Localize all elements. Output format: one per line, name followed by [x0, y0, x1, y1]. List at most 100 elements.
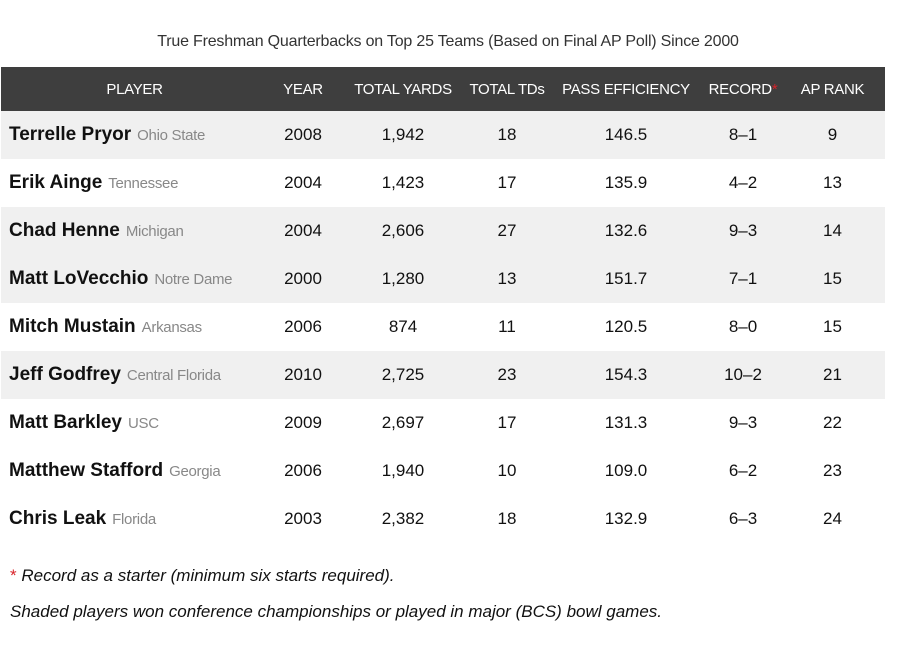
- footnote-asterisk: *: [10, 566, 17, 585]
- table-title: True Freshman Quarterbacks on Top 25 Tea…: [157, 33, 739, 50]
- column-header-total-yards: TOTAL YARDS: [354, 80, 452, 98]
- column-header-total-tds: TOTAL TDs: [469, 80, 545, 98]
- pass-efficiency-cell: 154.3: [604, 365, 648, 384]
- total-tds-cell: 17: [497, 413, 517, 432]
- total-yards-cell: 2,606: [381, 221, 425, 240]
- total-yards-cell: 2,382: [381, 509, 425, 528]
- total-yards-cell: 1,423: [381, 173, 425, 192]
- pass-efficiency-cell: 146.5: [604, 125, 648, 144]
- column-header-player: PLAYER: [106, 80, 163, 98]
- player-cell: Chris Leak Florida: [1, 495, 268, 543]
- ap-rank-cell: 22: [823, 413, 842, 432]
- player-team: Ohio State: [137, 127, 206, 144]
- record-cell: 8–0: [728, 317, 758, 336]
- player-team: USC: [128, 415, 159, 432]
- player-team: Tennessee: [108, 175, 179, 192]
- pass-efficiency-cell: 132.6: [604, 221, 648, 240]
- player-cell: Matt Barkley USC: [1, 399, 268, 447]
- player-name: Mitch Mustain: [9, 316, 136, 337]
- year-cell: 2000: [284, 269, 322, 288]
- ap-rank-cell: 14: [823, 221, 842, 240]
- table-row: Mitch Mustain Arkansas 2006 874 11 120.5 …: [1, 303, 885, 351]
- record-cell: 9–3: [728, 413, 758, 432]
- record-cell: 9–3: [728, 221, 758, 240]
- player-name: Jeff Godfrey: [9, 364, 121, 385]
- table-row: Chris Leak Florida 2003 2,382 18 132.9 6–…: [1, 495, 885, 543]
- player-name: Matthew Stafford: [9, 460, 164, 481]
- player-cell: Erik Ainge Tennessee: [1, 159, 268, 207]
- record-cell: 6–3: [728, 509, 758, 528]
- player-cell: Terrelle Pryor Ohio State: [1, 111, 268, 159]
- pass-efficiency-cell: 132.9: [604, 509, 648, 528]
- player-name: Chad Henne: [9, 220, 120, 241]
- total-yards-cell: 1,280: [381, 269, 425, 288]
- player-team: Arkansas: [141, 319, 202, 336]
- table-row: Jeff Godfrey Central Florida 2010 2,725 2…: [1, 351, 885, 399]
- record-asterisk: *: [771, 80, 778, 98]
- record-cell: 8–1: [728, 125, 758, 144]
- player-name: Terrelle Pryor: [9, 124, 132, 145]
- column-header-pass-efficiency: PASS EFFICIENCY: [562, 80, 690, 98]
- player-team: Michigan: [125, 223, 184, 240]
- shading-footnote: Shaded players won conference championsh…: [10, 602, 663, 621]
- total-yards-cell: 2,697: [381, 413, 425, 432]
- player-name: Erik Ainge: [9, 172, 103, 193]
- total-tds-cell: 18: [497, 125, 517, 144]
- player-cell: Chad Henne Michigan: [1, 207, 268, 255]
- record-footnote-text: Record as a starter (minimum six starts …: [16, 566, 395, 585]
- total-tds-cell: 23: [497, 365, 517, 384]
- record-cell: 7–1: [728, 269, 758, 288]
- year-cell: 2004: [284, 173, 322, 192]
- total-yards-cell: 1,940: [381, 461, 425, 480]
- pass-efficiency-cell: 109.0: [604, 461, 648, 480]
- ap-rank-cell: 23: [823, 461, 842, 480]
- table-row: Terrelle Pryor Ohio State 2008 1,942 18 1…: [1, 111, 885, 159]
- year-cell: 2004: [284, 221, 322, 240]
- quarterbacks-table: PLAYER YEAR TOTAL YARDS TOTAL TDs PASS E…: [1, 67, 885, 543]
- player-name: Matt LoVecchio: [9, 268, 149, 289]
- record-cell: 10–2: [724, 365, 762, 384]
- record-header-label: RECORD: [708, 80, 773, 98]
- pass-efficiency-cell: 120.5: [604, 317, 648, 336]
- year-cell: 2008: [284, 125, 322, 144]
- player-team: Notre Dame: [154, 271, 233, 288]
- total-tds-cell: 10: [497, 461, 517, 480]
- total-tds-cell: 11: [498, 317, 516, 336]
- total-yards-cell: 874: [388, 317, 418, 336]
- ap-rank-cell: 24: [823, 509, 842, 528]
- player-team: Central Florida: [126, 367, 221, 384]
- player-name: Matt Barkley: [9, 412, 122, 433]
- record-cell: 6–2: [728, 461, 758, 480]
- total-tds-cell: 17: [497, 173, 517, 192]
- record-cell: 4–2: [728, 173, 758, 192]
- year-cell: 2009: [284, 413, 322, 432]
- total-tds-cell: 18: [497, 509, 517, 528]
- table-header-row: PLAYER YEAR TOTAL YARDS TOTAL TDs PASS E…: [1, 67, 885, 111]
- table-row: Matt Barkley USC 2009 2,697 17 131.3 9–3 …: [1, 399, 885, 447]
- total-tds-cell: 27: [497, 221, 517, 240]
- total-yards-cell: 2,725: [381, 365, 425, 384]
- ap-rank-cell: 15: [823, 269, 842, 288]
- table-row: Chad Henne Michigan 2004 2,606 27 132.6 9…: [1, 207, 885, 255]
- total-tds-cell: 13: [497, 269, 517, 288]
- ap-rank-cell: 15: [823, 317, 842, 336]
- pass-efficiency-cell: 135.9: [604, 173, 648, 192]
- column-header-ap-rank: AP RANK: [800, 80, 865, 98]
- ap-rank-cell: 9: [827, 125, 838, 144]
- ap-rank-cell: 21: [823, 365, 842, 384]
- column-header-record: RECORD*: [706, 67, 780, 111]
- year-cell: 2003: [284, 509, 322, 528]
- player-cell: Matthew Stafford Georgia: [1, 447, 268, 495]
- total-yards-cell: 1,942: [381, 125, 425, 144]
- player-cell: Mitch Mustain Arkansas: [1, 303, 268, 351]
- pass-efficiency-cell: 131.3: [604, 413, 648, 432]
- record-footnote: * Record as a starter (minimum six start…: [10, 566, 395, 586]
- player-cell: Matt LoVecchio Notre Dame: [1, 255, 268, 303]
- pass-efficiency-cell: 151.7: [604, 269, 648, 288]
- player-team: Florida: [112, 511, 156, 528]
- column-header-year: YEAR: [283, 80, 323, 98]
- table-row: Erik Ainge Tennessee 2004 1,423 17 135.9 …: [1, 159, 885, 207]
- year-cell: 2006: [284, 317, 322, 336]
- player-name: Chris Leak: [9, 508, 107, 529]
- ap-rank-cell: 13: [823, 173, 842, 192]
